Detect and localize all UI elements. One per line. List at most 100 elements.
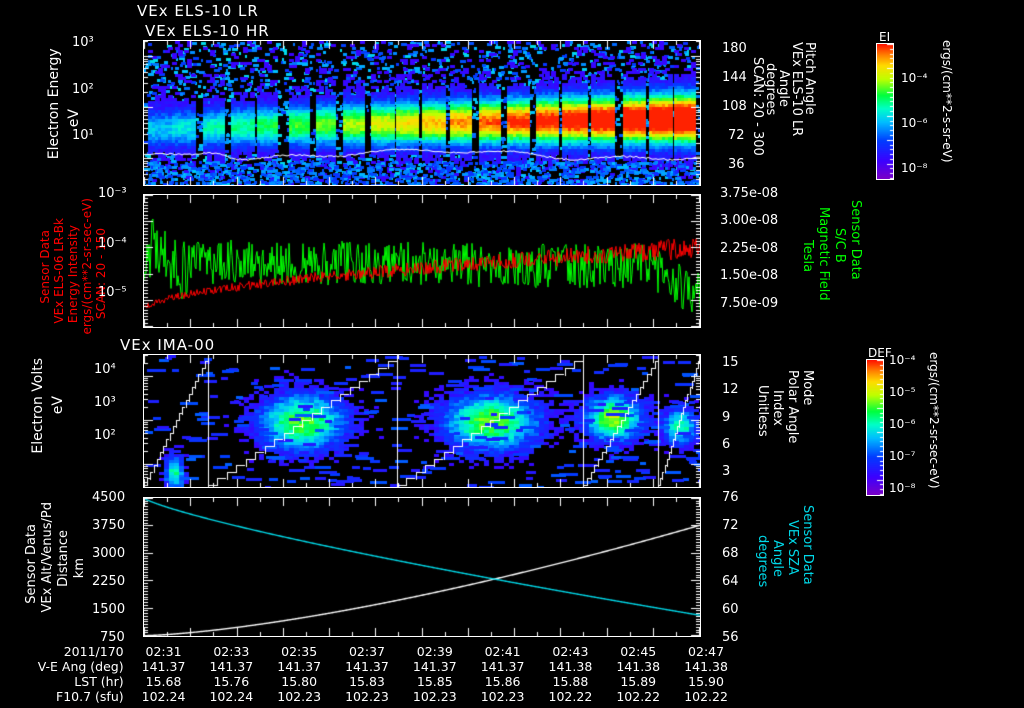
panel2-left-label-0: Sensor Data xyxy=(38,230,52,304)
time-axis-cell: 15.86 xyxy=(484,674,521,689)
colorbar2-tick-0: 10⁻⁴ xyxy=(889,353,916,367)
colorbar1-tick-2: 10⁻⁸ xyxy=(901,161,928,175)
panel2-rtick-3: 1.50e-08 xyxy=(720,268,779,283)
colorbar2-tick-4: 10⁻⁸ xyxy=(889,481,916,495)
panel1-right-axis-label-1: VEx ELS-10 LR xyxy=(789,42,804,137)
panel3-rtick-2: 9 xyxy=(722,410,731,425)
panel1-ytick-0: 10³ xyxy=(72,35,94,50)
colorbar1-tick-0: 10⁻⁴ xyxy=(901,71,928,85)
panel2-right-label-2: Magnetic Field xyxy=(816,207,831,301)
panel3-rtick-1: 12 xyxy=(722,382,739,397)
panel4-left-label-0: Sensor Data xyxy=(24,524,39,604)
panel4-rtick-4: 60 xyxy=(722,602,739,617)
time-axis-cell: 141.37 xyxy=(480,659,525,674)
panel4-rtick-5: 56 xyxy=(722,630,739,645)
time-axis-cell: 102.24 xyxy=(209,689,254,704)
panel-energy-intensity-bfield xyxy=(143,194,701,328)
panel4-right-label-2: Angle xyxy=(770,540,785,577)
time-axis-cell: 102.22 xyxy=(684,689,728,704)
time-axis-cell: 02:47 xyxy=(688,644,725,659)
panel1-right-axis-label-2: Angle xyxy=(776,70,791,107)
time-axis-cell: 141.37 xyxy=(277,659,322,674)
panel1-rtick-0: 180 xyxy=(722,41,747,56)
panel3-title: VEx IMA-00 xyxy=(120,336,216,354)
panel1-right-axis-label-3: degrees xyxy=(763,63,778,116)
panel2-left-label-3: ergs/(cm**2-sr-sec-eV) xyxy=(80,198,94,335)
time-axis-cell: 15.88 xyxy=(552,674,589,689)
time-axis-cell: 141.37 xyxy=(141,659,186,674)
panel4-rtick-1: 72 xyxy=(722,518,739,533)
time-axis-cell: 15.68 xyxy=(145,674,182,689)
panel2-right-label-1: S/C B xyxy=(832,228,847,263)
colorbar2 xyxy=(866,359,884,496)
time-axis-cell: 15.90 xyxy=(688,674,724,689)
time-axis-cell: 02:41 xyxy=(484,644,521,659)
time-axis-row-label: LST (hr) xyxy=(74,674,124,689)
panel4-ytick-5: 750 xyxy=(100,630,125,645)
time-axis-cell: 15.83 xyxy=(349,674,385,689)
panel2-ytick-2: 10⁻⁵ xyxy=(98,285,127,300)
panel1-ytick-1: 10² xyxy=(72,82,94,97)
time-axis-cell: 15.89 xyxy=(620,674,657,689)
panel3-rtick-3: 6 xyxy=(722,437,731,452)
colorbar2-units: ergs/(cm**2-sr-sec-eV) xyxy=(927,352,941,489)
ima-spectrogram-canvas xyxy=(144,355,700,487)
time-axis-cell: 02:43 xyxy=(552,644,589,659)
time-axis-row: V-E Ang (deg) 141.37 141.37 141.37 141.37 141… xyxy=(0,659,740,674)
panel1-title-1: VEx ELS-10 LR xyxy=(137,2,259,20)
panel1-rtick-3: 72 xyxy=(728,128,745,143)
panel1-rtick-1: 144 xyxy=(722,70,747,85)
time-axis-row-label: V-E Ang (deg) xyxy=(37,659,124,674)
panel2-left-label-2: Energy Intensity xyxy=(66,225,80,324)
panel1-rtick-4: 36 xyxy=(728,157,745,172)
colorbar1 xyxy=(876,43,894,180)
panel2-rtick-0: 3.75e-08 xyxy=(720,186,779,201)
time-axis-row: 2011/170 02:31 02:33 02:35 02:37 02:39 02:41 02… xyxy=(0,644,740,659)
time-axis-row-label: 2011/170 xyxy=(63,644,124,659)
time-axis-cell: 15.85 xyxy=(416,674,453,689)
panel3-right-label-3: Unitless xyxy=(755,385,770,437)
panel4-right-label-3: degrees xyxy=(755,535,770,588)
time-axis-row: LST (hr) 15.68 15.76 15.80 15.83 15.85 15.86 15… xyxy=(0,674,740,689)
panel4-right-label-1: VEx SZA xyxy=(785,520,800,575)
panel1-rtick-2: 108 xyxy=(722,99,747,114)
time-axis-cell: 15.76 xyxy=(213,674,250,689)
colorbar1-gradient xyxy=(877,44,893,179)
panel4-rtick-3: 64 xyxy=(722,574,739,589)
time-axis-cell: 102.22 xyxy=(548,689,593,704)
colorbar1-units: ergs/(cm**2-s-sr-eV) xyxy=(940,40,954,163)
panel3-ytick-1: 10³ xyxy=(94,395,116,410)
panel2-rtick-1: 3.00e-08 xyxy=(720,213,779,228)
time-axis-cell: 141.38 xyxy=(684,659,728,674)
els-spectrogram-canvas xyxy=(144,41,700,185)
panel4-ytick-2: 3000 xyxy=(92,546,126,561)
colorbar2-tick-1: 10⁻⁵ xyxy=(889,385,916,399)
panel1-ytick-2: 10¹ xyxy=(72,128,94,143)
time-axis-cell: 141.37 xyxy=(345,659,389,674)
time-axis-cell: 02:39 xyxy=(416,644,453,659)
colorbar2-gradient xyxy=(867,360,883,495)
altitude-sza-canvas xyxy=(144,498,700,636)
panel4-right-label-0: Sensor Data xyxy=(800,505,815,585)
panel3-left-axis-units: eV xyxy=(50,396,66,415)
panel2-ytick-1: 10⁻⁴ xyxy=(98,236,127,251)
panel3-rtick-0: 15 xyxy=(722,355,739,370)
time-axis-cell: 141.38 xyxy=(616,659,661,674)
time-axis-cell: 141.38 xyxy=(548,659,593,674)
panel3-left-axis-label: Electron Volts xyxy=(30,358,46,454)
time-axis-table: 2011/170 02:31 02:33 02:35 02:37 02:39 02:41 02… xyxy=(0,644,740,704)
time-axis-cell: 02:31 xyxy=(145,644,182,659)
time-axis-cell: 02:33 xyxy=(213,644,250,659)
panel4-rtick-2: 68 xyxy=(722,546,739,561)
panel2-right-label-0: Sensor Data xyxy=(848,200,863,280)
panel2-ytick-0: 10⁻³ xyxy=(98,186,127,201)
colorbar2-label: DEF xyxy=(868,346,892,360)
time-axis-cell: 141.37 xyxy=(209,659,254,674)
energy-bfield-canvas xyxy=(144,195,700,327)
panel2-left-label-1: VEx ELS-06 LR-Bk xyxy=(52,218,66,324)
panel3-right-label-0: Mode xyxy=(800,370,815,406)
time-axis-row-label: F10.7 (sfu) xyxy=(56,689,124,704)
panel2-right-label-3: Tesla xyxy=(800,240,815,273)
panel4-left-label-2: Distance xyxy=(56,530,71,587)
